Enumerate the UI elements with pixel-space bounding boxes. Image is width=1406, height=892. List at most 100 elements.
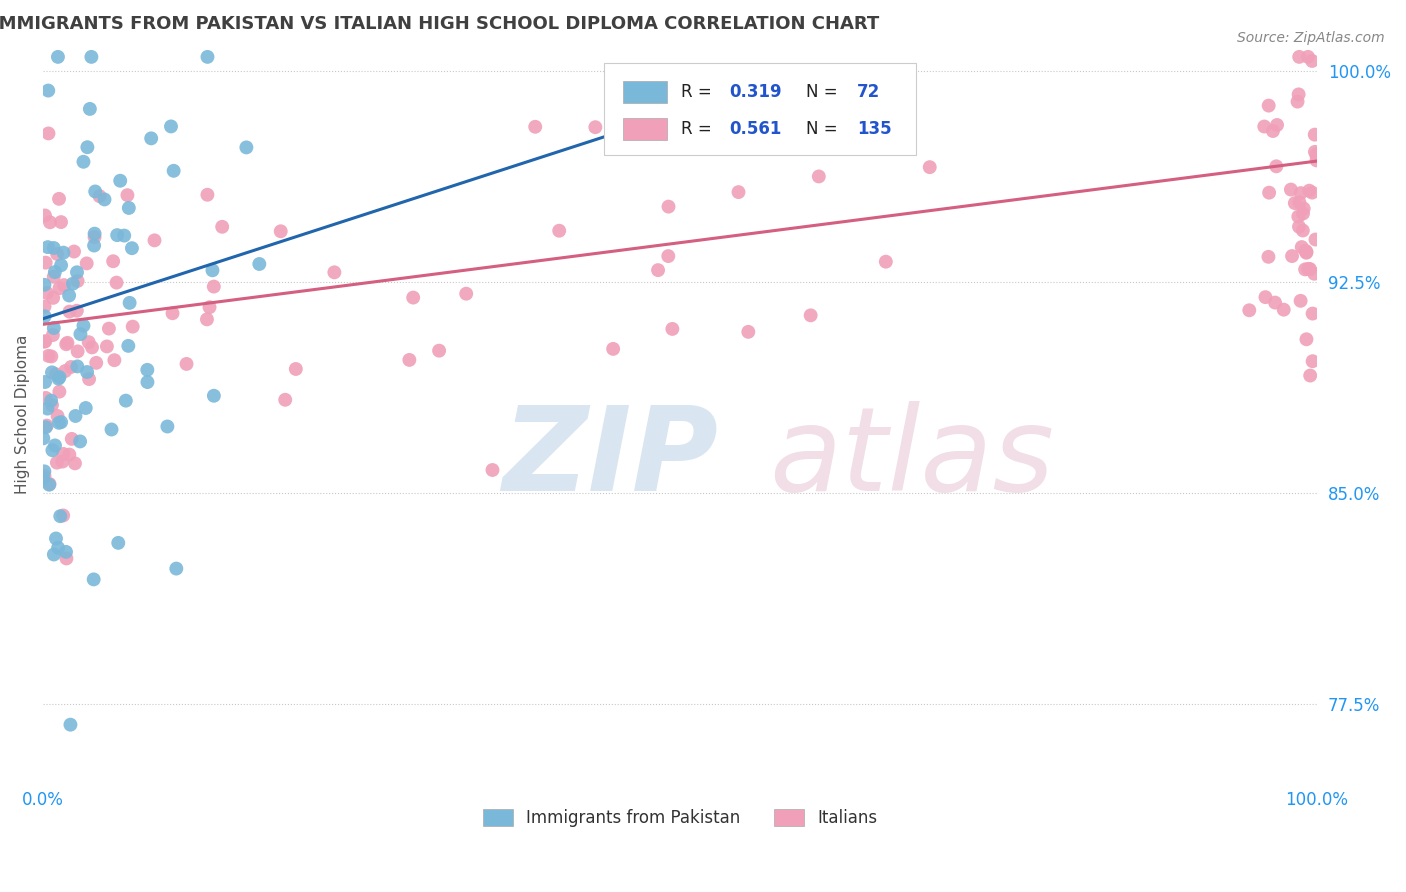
Point [1303,267,1326,281]
Point [51,455,73,469]
Point [1302,354,1324,368]
Point [42,328,65,343]
Text: 0.561: 0.561 [730,120,782,138]
FancyBboxPatch shape [623,81,668,103]
Point [114,393,136,408]
Point [1305,153,1327,168]
Legend: Immigrants from Pakistan, Italians: Immigrants from Pakistan, Italians [482,809,877,827]
Point [1288,87,1310,102]
Point [83,573,105,587]
Point [77,372,100,386]
Point [195,312,218,326]
Point [807,169,830,184]
Point [83,227,105,241]
Point [52,508,75,523]
Text: 0.319: 0.319 [730,83,782,101]
Point [38,477,60,491]
Point [105,276,128,290]
Point [875,254,897,268]
Point [83,230,105,244]
Point [89,189,111,203]
Point [34,310,56,324]
Point [49,258,72,272]
Point [53,278,76,293]
Y-axis label: High School Diploma: High School Diploma [15,334,30,494]
Text: Source: ZipAtlas.com: Source: ZipAtlas.com [1237,31,1385,45]
Point [121,241,143,255]
Point [1286,95,1309,109]
Text: N =: N = [806,83,844,101]
Point [1301,54,1323,68]
Point [42,291,65,305]
Point [402,291,425,305]
Point [800,309,823,323]
Point [45,532,67,546]
Point [96,339,118,353]
Text: atlas: atlas [769,401,1054,516]
Point [37,127,59,141]
Point [49,415,72,429]
Point [65,409,87,423]
Point [727,185,749,199]
Point [1253,120,1275,134]
Point [235,140,257,154]
Point [76,256,98,270]
Point [1258,186,1281,200]
Point [48,192,70,206]
Point [39,393,62,408]
Point [37,349,59,363]
Point [110,174,132,188]
Point [32,472,55,486]
Point [1286,210,1309,224]
Point [45,456,67,470]
Point [737,325,759,339]
Point [1303,145,1326,159]
Point [34,469,56,483]
Point [84,356,107,370]
Point [211,219,233,234]
Point [162,306,184,320]
Point [58,288,80,302]
Point [44,265,66,279]
Point [202,279,225,293]
Point [63,456,86,470]
Point [1302,307,1324,321]
Point [1294,262,1316,277]
Point [197,187,219,202]
Point [100,422,122,436]
Point [35,391,58,405]
Point [48,384,70,399]
Text: 72: 72 [858,83,880,101]
Point [1303,128,1326,142]
Point [136,363,159,377]
Point [270,224,292,238]
Point [141,131,163,145]
Point [55,337,77,351]
Point [42,241,65,255]
Point [49,509,72,524]
Point [38,477,60,491]
Point [1292,202,1315,216]
Point [80,340,103,354]
Point [1295,245,1317,260]
Point [35,285,58,300]
Text: R =: R = [682,120,717,138]
Point [548,224,571,238]
Point [34,464,56,478]
Point [1305,233,1327,247]
Point [117,339,139,353]
Point [44,438,66,452]
Point [1272,302,1295,317]
Point [1299,262,1322,277]
Point [456,286,478,301]
Point [48,416,70,430]
Text: IMMIGRANTS FROM PAKISTAN VS ITALIAN HIGH SCHOOL DIPLOMA CORRELATION CHART: IMMIGRANTS FROM PAKISTAN VS ITALIAN HIGH… [0,15,880,33]
Point [1292,206,1315,220]
Point [481,463,503,477]
Point [42,548,65,562]
Point [34,300,56,314]
Point [398,352,420,367]
Point [63,244,86,259]
Point [52,245,75,260]
FancyBboxPatch shape [623,118,668,140]
